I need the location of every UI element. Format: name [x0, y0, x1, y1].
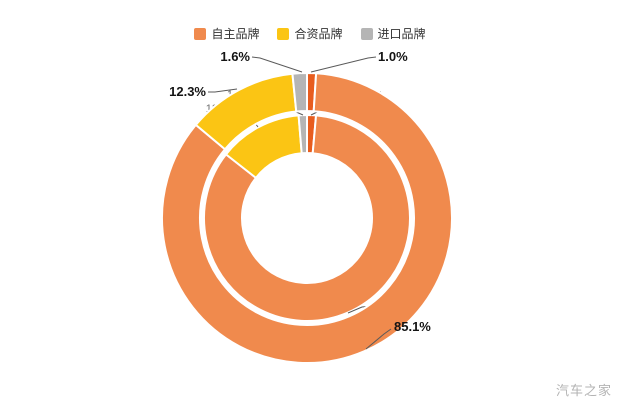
- inner-ring-slice-1[interactable]: [203, 114, 411, 322]
- outer-ring-slice-3[interactable]: [291, 72, 308, 113]
- legend-swatch-icon: [277, 28, 290, 40]
- legend-item-1[interactable]: 合资品牌: [277, 27, 343, 41]
- legend-item-2[interactable]: 进口品牌: [360, 27, 426, 41]
- inner-ring-slice-3[interactable]: [297, 113, 308, 155]
- legend-item-label: 进口品牌: [377, 27, 426, 41]
- outer-ring-label-line-1: [365, 328, 392, 350]
- legend-swatch-icon: [194, 28, 207, 40]
- legend-swatch-icon: [360, 28, 373, 40]
- outer-ring-data-label-1: 85.1%: [394, 319, 431, 334]
- legend-item-label: 合资品牌: [294, 27, 343, 41]
- autohome-watermark: 汽车之家: [555, 383, 612, 398]
- legend-item-label: 自主品牌: [211, 27, 260, 41]
- outer-ring-data-label-3: 1.6%: [220, 49, 250, 64]
- outer-ring-label-line-3: [251, 56, 303, 73]
- outer-ring-data-label-2: 12.3%: [169, 84, 206, 99]
- outer-ring-data-label-0: 1.0%: [378, 49, 408, 64]
- outer-ring-slice-1[interactable]: [161, 72, 453, 364]
- chart-legend: 自主品牌 合资品牌 进口品牌: [0, 27, 620, 41]
- legend-item-0[interactable]: 自主品牌: [194, 27, 259, 41]
- outer-ring-label-line-0: [310, 56, 377, 73]
- outer-ring-label-line-2: [208, 88, 238, 93]
